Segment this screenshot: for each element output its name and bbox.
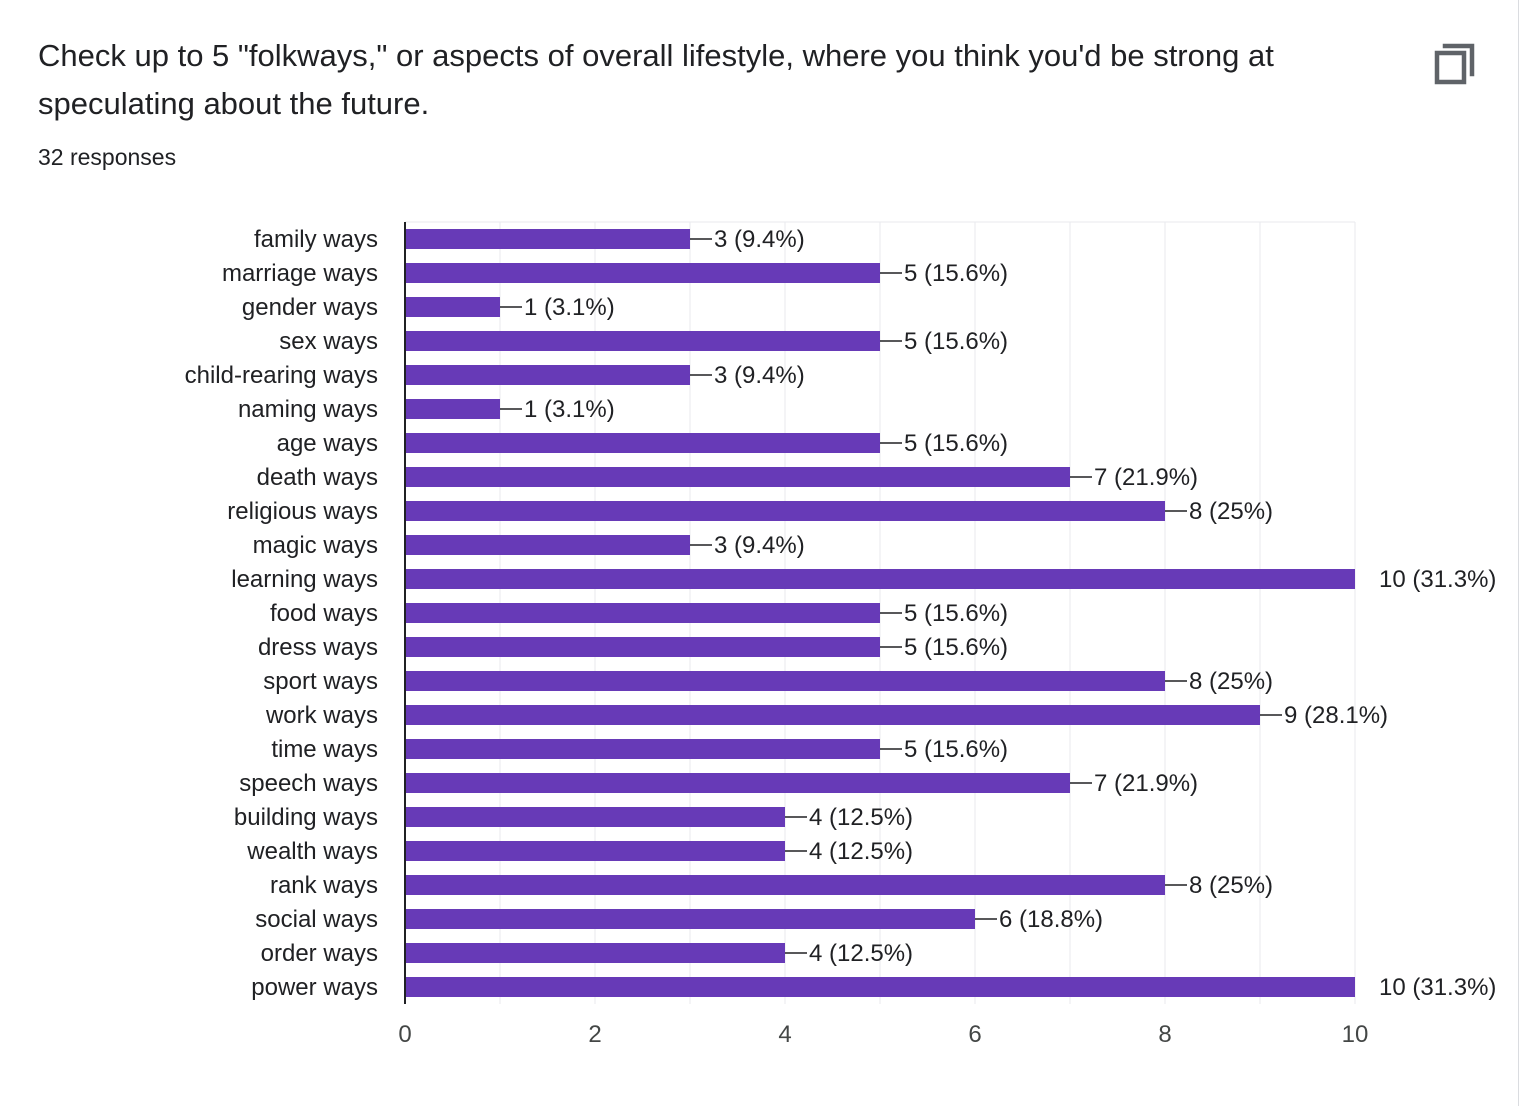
category-label: speech ways: [239, 770, 378, 797]
bar: [405, 943, 785, 963]
data-label: 7 (21.9%): [1094, 770, 1198, 797]
data-label: 4 (12.5%): [809, 838, 913, 865]
category-label: gender ways: [242, 294, 378, 321]
bar: [405, 705, 1260, 725]
category-label: child-rearing ways: [185, 362, 378, 389]
data-label: 1 (3.1%): [524, 396, 615, 423]
data-label: 8 (25%): [1189, 872, 1273, 899]
x-tick-label: 10: [1342, 1021, 1369, 1048]
data-label: 5 (15.6%): [904, 430, 1008, 457]
bar: [405, 637, 880, 657]
x-tick-label: 0: [398, 1021, 411, 1048]
data-label: 5 (15.6%): [904, 260, 1008, 287]
data-label: 3 (9.4%): [714, 532, 805, 559]
response-count: 32 responses: [38, 144, 177, 170]
x-tick-label: 2: [588, 1021, 601, 1048]
bar: [405, 467, 1070, 487]
data-label: 6 (18.8%): [999, 906, 1103, 933]
bar: [405, 603, 880, 623]
bar: [405, 875, 1165, 895]
data-label: 8 (25%): [1189, 668, 1273, 695]
data-label: 8 (25%): [1189, 498, 1273, 525]
data-label: 10 (31.3%): [1379, 566, 1496, 593]
bar: [405, 433, 880, 453]
category-label: order ways: [261, 940, 378, 967]
x-tick-label: 4: [778, 1021, 791, 1048]
bar: [405, 909, 975, 929]
data-label: 10 (31.3%): [1379, 974, 1496, 1001]
bar: [405, 569, 1355, 589]
x-tick-label: 6: [968, 1021, 981, 1048]
category-label: social ways: [255, 906, 378, 933]
category-label: rank ways: [270, 872, 378, 899]
category-label: death ways: [257, 464, 378, 491]
category-label: time ways: [271, 736, 378, 763]
category-label: building ways: [234, 804, 378, 831]
bar: [405, 263, 880, 283]
data-label: 4 (12.5%): [809, 940, 913, 967]
category-label: age ways: [277, 430, 378, 457]
bar: [405, 535, 690, 555]
data-label: 3 (9.4%): [714, 226, 805, 253]
data-label: 5 (15.6%): [904, 634, 1008, 661]
bar: [405, 229, 690, 249]
bar: [405, 773, 1070, 793]
data-label: 4 (12.5%): [809, 804, 913, 831]
bar: [405, 807, 785, 827]
category-label: dress ways: [258, 634, 378, 661]
data-label: 7 (21.9%): [1094, 464, 1198, 491]
bar: [405, 399, 500, 419]
category-label: sex ways: [279, 328, 378, 355]
question-title: Check up to 5 "folkways," or aspects of …: [38, 38, 1274, 121]
category-label: food ways: [270, 600, 378, 627]
bar: [405, 297, 500, 317]
category-label: magic ways: [253, 532, 378, 559]
category-label: marriage ways: [222, 260, 378, 287]
data-label: 5 (15.6%): [904, 328, 1008, 355]
bar: [405, 501, 1165, 521]
data-label: 3 (9.4%): [714, 362, 805, 389]
bar: [405, 739, 880, 759]
category-label: religious ways: [227, 498, 378, 525]
category-label: sport ways: [263, 668, 378, 695]
copy-chart-button[interactable]: [1428, 38, 1478, 88]
category-label: wealth ways: [246, 838, 378, 865]
data-label: 1 (3.1%): [524, 294, 615, 321]
bar: [405, 841, 785, 861]
category-label: naming ways: [238, 396, 378, 423]
category-label: family ways: [254, 226, 378, 253]
x-tick-label: 8: [1158, 1021, 1171, 1048]
copy-icon: [1434, 43, 1475, 85]
category-label: work ways: [265, 702, 378, 729]
data-label: 5 (15.6%): [904, 736, 1008, 763]
bar: [405, 331, 880, 351]
bar: [405, 671, 1165, 691]
page-edge: [1518, 0, 1532, 1106]
data-label: 9 (28.1%): [1284, 702, 1388, 729]
category-label: learning ways: [231, 566, 378, 593]
data-label: 5 (15.6%): [904, 600, 1008, 627]
bar: [405, 977, 1355, 997]
bar: [405, 365, 690, 385]
category-label: power ways: [251, 974, 378, 1001]
